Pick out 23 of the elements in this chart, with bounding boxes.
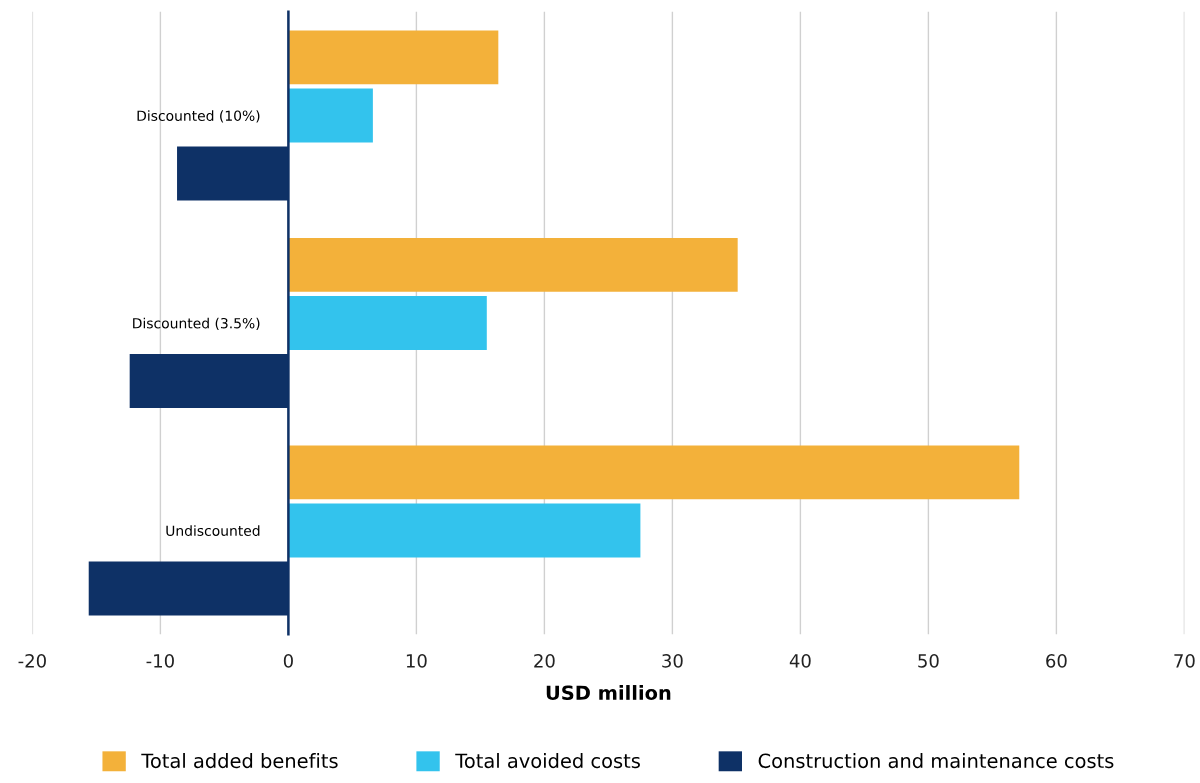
bar [288,296,487,350]
bar [288,237,738,292]
x-axis-title: USD million [546,685,671,701]
y-tick-label: Undiscounted [166,525,260,536]
x-tick-label: 10 [406,653,427,668]
legend-label: Construction and maintenance costs [758,753,1114,769]
x-tick-label: 30 [662,653,683,668]
x-tick-label: 40 [789,653,811,668]
bar [288,88,373,143]
legend-label: Total avoided costs [455,753,640,769]
x-tick-label: 70 [1174,653,1195,668]
x-tick-label: -10 [146,653,174,668]
x-tick-label: 0 [283,653,293,668]
y-tick-label: Discounted (10%) [137,110,260,123]
bar [288,30,499,85]
bar [288,445,1020,500]
y-tick-label: Discounted (3.5%) [133,317,260,331]
x-tick-label: 20 [534,653,555,668]
legend-label: Total added benefits [141,753,338,769]
bar [288,503,641,558]
x-tick-label: -20 [18,653,46,668]
x-tick-label: 50 [918,653,939,668]
x-tick-label: 60 [1046,653,1067,668]
